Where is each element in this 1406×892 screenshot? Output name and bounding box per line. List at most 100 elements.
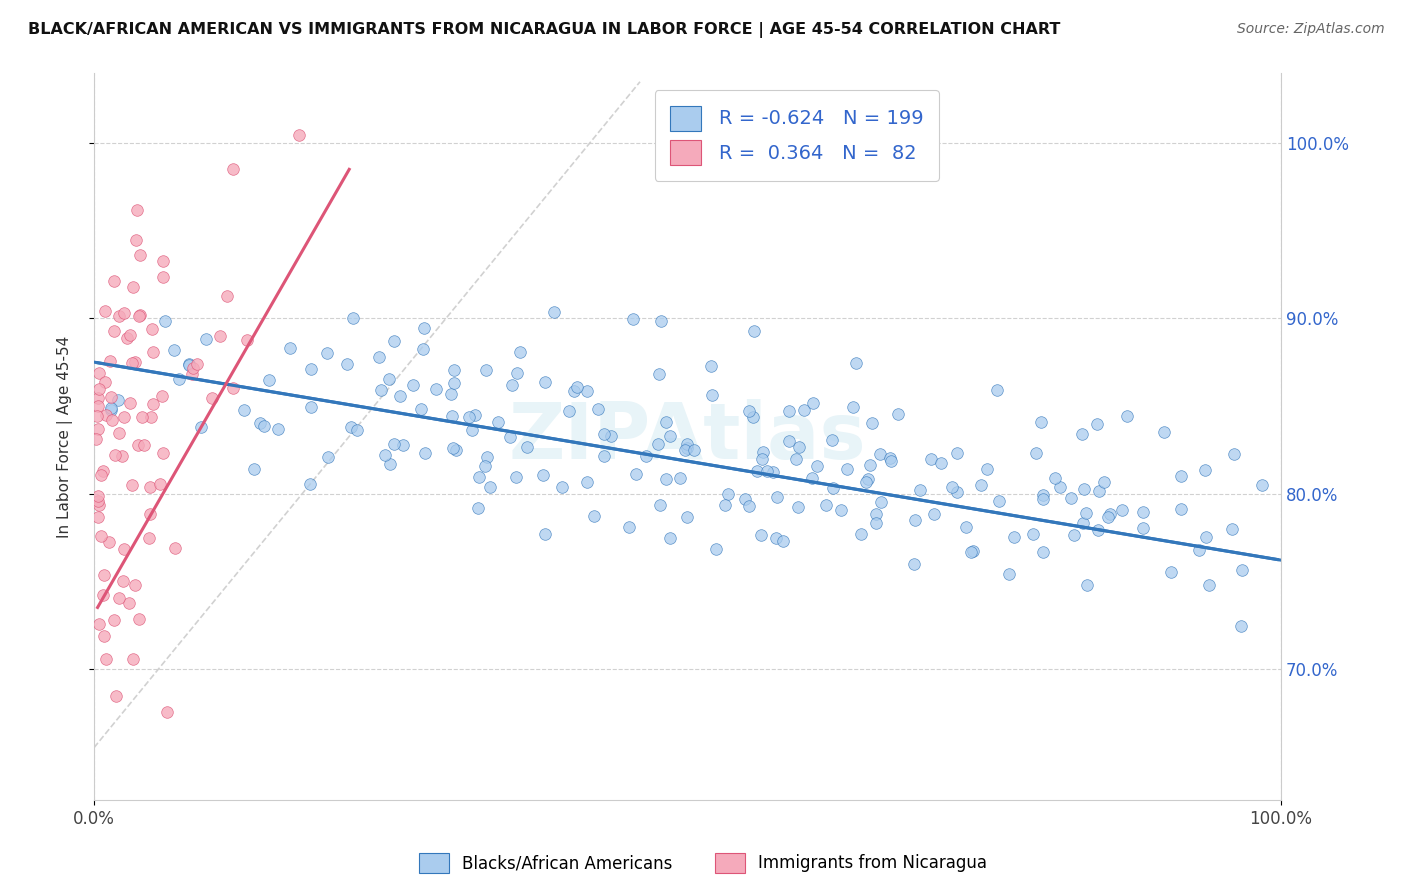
Point (1132, 504, 1154, 518)
Point (201, 391, 224, 405)
Point (464, 408, 486, 422)
Point (475, 363, 498, 377)
Point (89, 616, 111, 631)
Point (128, 309, 150, 323)
Point (382, 334, 405, 348)
Point (443, 363, 465, 377)
Point (624, 467, 647, 481)
Point (115, 331, 138, 345)
Point (592, 449, 614, 463)
Point (1071, 516, 1094, 531)
Point (138, 531, 160, 545)
Point (1097, 509, 1119, 524)
Point (156, 705, 179, 719)
Point (765, 531, 787, 545)
Point (370, 384, 392, 398)
Point (190, 420, 212, 434)
Point (821, 433, 844, 447)
Point (208, 329, 231, 343)
Point (108, 309, 131, 323)
Point (806, 458, 828, 473)
Point (412, 342, 434, 356)
Point (929, 456, 952, 470)
Point (1002, 531, 1025, 545)
Point (259, 373, 281, 387)
Point (186, 357, 208, 371)
Point (1220, 522, 1243, 536)
Point (425, 382, 447, 396)
Point (865, 507, 887, 521)
Point (1025, 446, 1047, 460)
Point (124, 578, 146, 592)
Point (647, 436, 669, 450)
Point (1195, 530, 1218, 544)
Point (129, 308, 152, 322)
Point (970, 478, 993, 492)
Point (908, 483, 931, 497)
Point (745, 464, 768, 478)
Point (441, 442, 464, 456)
Point (374, 449, 396, 463)
Point (787, 440, 810, 454)
Point (787, 500, 810, 515)
Point (342, 310, 364, 325)
Point (1092, 475, 1115, 490)
Point (1194, 463, 1216, 477)
Point (444, 442, 467, 457)
Point (734, 492, 756, 507)
Point (249, 416, 271, 430)
Point (717, 487, 740, 501)
Point (91, 588, 114, 602)
Point (650, 314, 672, 328)
Point (112, 306, 135, 320)
Point (90, 468, 112, 483)
Point (392, 438, 415, 452)
Point (1116, 409, 1139, 424)
Point (793, 402, 815, 417)
Point (86, 409, 108, 423)
Point (474, 459, 496, 474)
Point (122, 652, 145, 666)
Point (599, 429, 621, 443)
Point (467, 500, 489, 515)
Text: BLACK/AFRICAN AMERICAN VS IMMIGRANTS FROM NICARAGUA IN LABOR FORCE | AGE 45-54 C: BLACK/AFRICAN AMERICAN VS IMMIGRANTS FRO… (28, 22, 1060, 38)
Point (287, 128, 309, 143)
Point (443, 376, 465, 390)
Point (131, 409, 153, 424)
Point (142, 397, 165, 411)
Point (778, 434, 800, 448)
Point (835, 462, 858, 476)
Point (550, 480, 572, 494)
Point (129, 248, 152, 262)
Point (801, 471, 824, 485)
Point (946, 446, 969, 460)
Point (586, 402, 609, 417)
Point (562, 384, 585, 399)
Point (468, 470, 491, 484)
Point (617, 520, 640, 534)
Point (669, 470, 692, 484)
Point (1087, 523, 1109, 537)
Point (634, 450, 657, 464)
Point (1071, 426, 1094, 441)
Point (388, 389, 411, 403)
Point (142, 344, 165, 359)
Point (1223, 447, 1246, 461)
Point (222, 161, 245, 176)
Text: Source: ZipAtlas.com: Source: ZipAtlas.com (1237, 22, 1385, 37)
Point (253, 418, 276, 433)
Point (108, 591, 131, 605)
Point (90, 529, 112, 543)
Point (920, 452, 942, 467)
Point (139, 507, 162, 521)
Point (543, 304, 565, 318)
Point (654, 416, 676, 430)
Point (682, 442, 704, 457)
Point (821, 481, 844, 495)
Point (125, 233, 148, 247)
Point (112, 542, 135, 557)
Point (120, 396, 142, 410)
Point (155, 314, 177, 328)
Point (120, 328, 142, 343)
Point (1059, 491, 1081, 505)
